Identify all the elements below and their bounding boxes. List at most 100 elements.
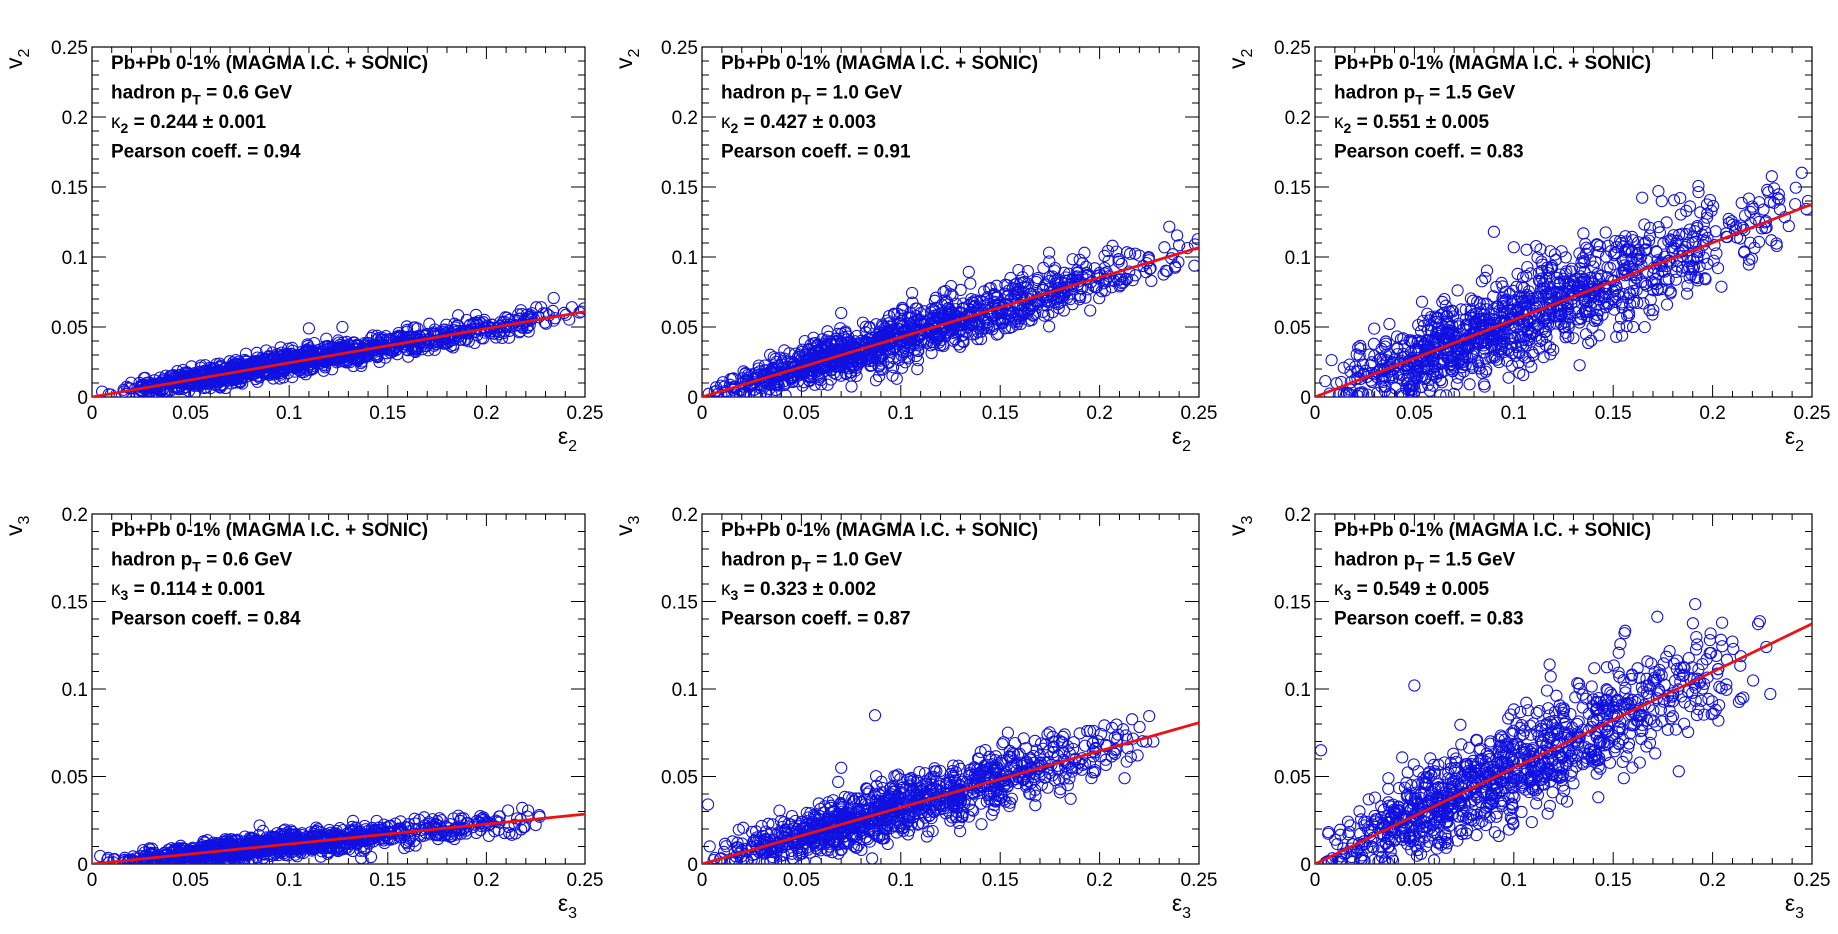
data-point (716, 376, 730, 389)
data-point (1172, 239, 1186, 252)
data-point (890, 372, 903, 385)
data-point (314, 850, 327, 863)
data-point (1473, 297, 1486, 310)
y-axis-title: v2 (611, 49, 643, 70)
data-point (1351, 364, 1364, 377)
data-point (1652, 184, 1665, 198)
data-point (1617, 287, 1630, 301)
data-point (1599, 226, 1612, 239)
data-point (850, 369, 863, 383)
legend-pearson: Pearson coeff. = 0.83 (1334, 142, 1524, 163)
data-point (460, 313, 473, 327)
data-point (981, 318, 995, 332)
data-point (1093, 292, 1106, 305)
data-point (501, 804, 515, 817)
data-point (1517, 368, 1530, 382)
data-point (1073, 289, 1086, 302)
data-point (819, 364, 833, 377)
data-point (1620, 319, 1633, 333)
data-point (929, 301, 942, 315)
x-tick-label: 0.2 (1086, 403, 1112, 424)
data-point (272, 348, 286, 361)
data-point (964, 318, 978, 331)
data-point (260, 344, 273, 357)
x-tick-label: 0.25 (1181, 403, 1218, 424)
y-tick-label: 0.05 (51, 768, 88, 789)
data-point (1464, 292, 1478, 305)
data-point (1674, 208, 1687, 221)
data-point (574, 305, 585, 318)
data-point (1574, 262, 1587, 275)
scatter-points (1315, 166, 1812, 397)
data-point (928, 294, 941, 307)
data-point (1412, 359, 1425, 373)
panel-3: 0 0.05 0.1 0.15 0.2 0.2500.050.10.150.20.25ε2… (1224, 38, 1830, 455)
y-tick-label: 0.05 (1274, 318, 1311, 339)
data-point (1014, 317, 1027, 331)
data-point (1660, 216, 1673, 229)
data-point (840, 367, 853, 381)
data-point (317, 354, 330, 367)
x-axis-title: ε2 (558, 423, 577, 455)
data-point (909, 302, 922, 315)
legend-pearson: Pearson coeff. = 0.94 (111, 142, 301, 163)
data-point (990, 328, 1003, 341)
data-point (503, 321, 516, 334)
data-point (394, 815, 407, 828)
data-point (1332, 388, 1345, 397)
data-point (1582, 336, 1595, 350)
data-point (1548, 248, 1562, 261)
x-tick-label: 0.05 (172, 403, 209, 424)
data-point (821, 325, 834, 338)
data-point (452, 809, 465, 822)
data-point (1436, 357, 1450, 370)
data-point (1001, 290, 1014, 303)
data-point (1451, 284, 1464, 297)
data-point (1463, 378, 1476, 391)
data-point (905, 286, 919, 300)
data-point (1706, 199, 1720, 213)
y-tick-label: 0.25 (1274, 38, 1311, 59)
data-point (1012, 283, 1025, 297)
data-point (1405, 388, 1418, 397)
data-point (346, 814, 360, 828)
data-point (779, 389, 792, 397)
data-point (232, 355, 245, 368)
data-point (1479, 271, 1492, 285)
data-point (1636, 191, 1649, 204)
data-point (1497, 345, 1510, 359)
fit-line (92, 310, 585, 397)
x-axis-title: ε3 (558, 890, 577, 922)
data-point (1048, 264, 1061, 277)
data-point (1473, 362, 1486, 375)
data-point (723, 378, 737, 391)
data-point (1496, 280, 1509, 293)
data-point (1579, 247, 1593, 260)
data-point (1423, 314, 1436, 327)
data-point (1517, 281, 1531, 294)
data-point (1540, 330, 1553, 344)
x-tick-label: 0.15 (982, 403, 1019, 424)
data-point (1057, 304, 1071, 317)
y-axis-title: v2 (1, 49, 33, 70)
data-point (807, 331, 820, 344)
data-point (1699, 225, 1712, 239)
data-point (903, 311, 917, 324)
data-point (1363, 348, 1376, 361)
data-point (1337, 361, 1350, 374)
y-tick-label: 0.1 (1285, 248, 1311, 269)
data-point (1368, 322, 1381, 335)
data-point (1531, 251, 1544, 264)
data-point (1516, 271, 1530, 284)
data-point (251, 365, 264, 379)
y-tick-label: 0.2 (1285, 108, 1311, 129)
x-tick-label: 0.1 (888, 403, 914, 424)
data-point (897, 303, 910, 316)
data-point (336, 320, 349, 334)
data-point (1622, 306, 1636, 319)
data-point (1438, 292, 1451, 306)
data-point (1490, 280, 1503, 294)
y-tick-label: 0.25 (51, 38, 88, 59)
y-tick-label: 0.1 (62, 248, 88, 269)
